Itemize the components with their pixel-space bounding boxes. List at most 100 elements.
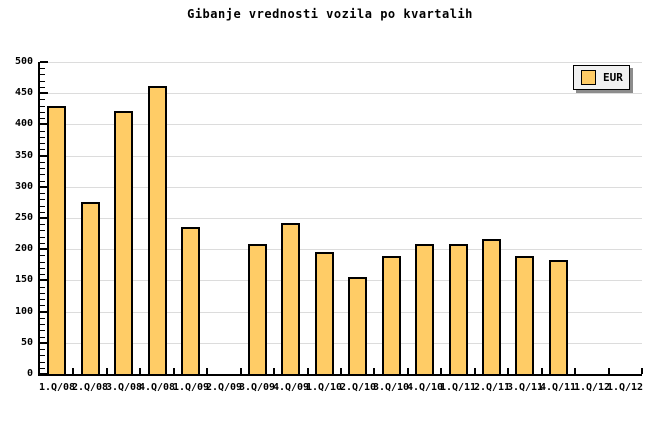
y-minor-tick bbox=[40, 143, 45, 144]
y-minor-tick bbox=[40, 355, 45, 356]
x-tick-label: 1.Q/10 bbox=[305, 382, 343, 393]
x-tick bbox=[574, 368, 576, 374]
y-tick-label: 250 bbox=[14, 212, 33, 223]
y-minor-tick bbox=[40, 337, 45, 338]
x-tick-label: 1.Q/09 bbox=[172, 382, 210, 393]
x-tick-label: 3.Q/08 bbox=[105, 382, 143, 393]
y-minor-tick bbox=[40, 87, 45, 88]
bar-3.Q/09 bbox=[248, 244, 267, 374]
x-tick bbox=[474, 368, 476, 374]
x-tick-label: 2.Q/11 bbox=[473, 382, 511, 393]
y-minor-tick bbox=[40, 243, 45, 244]
y-major-tick bbox=[40, 311, 48, 313]
y-minor-tick bbox=[40, 168, 45, 169]
y-major-tick bbox=[40, 92, 48, 94]
y-minor-tick bbox=[40, 162, 45, 163]
gridline bbox=[40, 156, 642, 157]
x-tick bbox=[72, 368, 74, 374]
x-tick bbox=[641, 368, 643, 374]
y-minor-tick bbox=[40, 305, 45, 306]
gridline bbox=[40, 249, 642, 250]
y-minor-tick bbox=[40, 181, 45, 182]
bar-1.Q/08 bbox=[47, 106, 66, 374]
x-tick-label: 1.Q/11 bbox=[439, 382, 477, 393]
bar-3.Q/11 bbox=[515, 256, 534, 374]
y-minor-tick bbox=[40, 174, 45, 175]
x-tick-label: 3.Q/11 bbox=[506, 382, 544, 393]
x-tick-label: 3.Q/09 bbox=[238, 382, 276, 393]
y-minor-tick bbox=[40, 224, 45, 225]
y-minor-tick bbox=[40, 349, 45, 350]
y-minor-tick bbox=[40, 199, 45, 200]
x-tick bbox=[440, 368, 442, 374]
bar-2.Q/11 bbox=[482, 239, 501, 374]
y-axis bbox=[38, 62, 40, 376]
x-tick bbox=[273, 368, 275, 374]
y-tick-label: 500 bbox=[14, 56, 33, 67]
y-major-tick bbox=[40, 61, 48, 63]
y-minor-tick bbox=[40, 206, 45, 207]
gridline bbox=[40, 124, 642, 125]
y-tick-label: 300 bbox=[14, 181, 33, 192]
x-tick bbox=[206, 368, 208, 374]
gridline bbox=[40, 343, 642, 344]
gridline bbox=[40, 62, 642, 63]
y-minor-tick bbox=[40, 362, 45, 363]
y-minor-tick bbox=[40, 99, 45, 100]
y-minor-tick bbox=[40, 237, 45, 238]
bar-2.Q/10 bbox=[348, 277, 367, 374]
x-axis bbox=[38, 374, 642, 376]
y-tick-label: 0 bbox=[26, 368, 33, 379]
bar-1.Q/10 bbox=[315, 252, 334, 374]
x-tick bbox=[373, 368, 375, 374]
x-tick-label: 1.Q/12 bbox=[573, 382, 611, 393]
y-minor-tick bbox=[40, 287, 45, 288]
y-minor-tick bbox=[40, 368, 45, 369]
x-tick bbox=[106, 368, 108, 374]
bar-4.Q/10 bbox=[415, 244, 434, 374]
y-tick-label: 150 bbox=[14, 274, 33, 285]
y-minor-tick bbox=[40, 131, 45, 132]
x-tick bbox=[407, 368, 409, 374]
y-minor-tick bbox=[40, 262, 45, 263]
x-tick bbox=[608, 368, 610, 374]
y-minor-tick bbox=[40, 74, 45, 75]
x-tick-label: 2.Q/09 bbox=[205, 382, 243, 393]
y-minor-tick bbox=[40, 68, 45, 69]
bar-1.Q/11 bbox=[449, 244, 468, 374]
y-major-tick bbox=[40, 248, 48, 250]
x-tick bbox=[340, 368, 342, 374]
gridline bbox=[40, 218, 642, 219]
x-tick bbox=[173, 368, 175, 374]
x-tick bbox=[507, 368, 509, 374]
x-tick-label: 4.Q/10 bbox=[406, 382, 444, 393]
x-tick bbox=[240, 368, 242, 374]
legend-swatch-eur bbox=[581, 70, 596, 85]
x-tick-label: 1.Q/12 bbox=[606, 382, 644, 393]
x-tick bbox=[307, 368, 309, 374]
bar-1.Q/09 bbox=[181, 227, 200, 374]
y-minor-tick bbox=[40, 212, 45, 213]
y-major-tick bbox=[40, 123, 48, 125]
bar-3.Q/10 bbox=[382, 256, 401, 374]
y-major-tick bbox=[40, 217, 48, 219]
y-major-tick bbox=[40, 342, 48, 344]
y-minor-tick bbox=[40, 112, 45, 113]
y-minor-tick bbox=[40, 274, 45, 275]
bar-4.Q/11 bbox=[549, 260, 568, 374]
x-tick-label: 1.Q/08 bbox=[38, 382, 76, 393]
x-tick-label: 2.Q/08 bbox=[71, 382, 109, 393]
bar-4.Q/09 bbox=[281, 223, 300, 374]
legend-label: EUR bbox=[603, 71, 623, 84]
y-minor-tick bbox=[40, 293, 45, 294]
chart-title: Gibanje vrednosti vozila po kvartalih bbox=[187, 7, 473, 21]
y-minor-tick bbox=[40, 106, 45, 107]
y-minor-tick bbox=[40, 299, 45, 300]
y-minor-tick bbox=[40, 193, 45, 194]
y-tick-label: 200 bbox=[14, 243, 33, 254]
x-tick-label: 3.Q/10 bbox=[372, 382, 410, 393]
y-minor-tick bbox=[40, 324, 45, 325]
y-tick-label: 450 bbox=[14, 87, 33, 98]
